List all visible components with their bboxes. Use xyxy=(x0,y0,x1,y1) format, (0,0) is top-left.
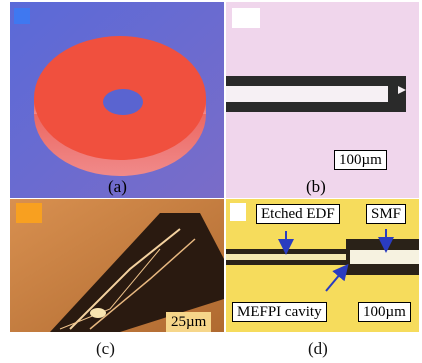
panel-c-taper-image: 25µm xyxy=(10,199,224,332)
fiber-tip-micrograph xyxy=(226,2,419,198)
panel-b-fiber-image: 100µm xyxy=(226,2,419,198)
corner-square-b xyxy=(232,8,260,28)
panel-label-b: (b) xyxy=(306,177,326,196)
annotation-mefpi-cavity: MEFPI cavity xyxy=(232,302,327,322)
scale-bar-label-d: 100µm xyxy=(358,302,411,322)
fiber-dark xyxy=(50,213,224,332)
ring-micrograph xyxy=(10,2,224,198)
annotation-etched-edf: Etched EDF xyxy=(256,204,340,224)
corner-square-d xyxy=(230,203,246,221)
scale-bar-label-b: 100µm xyxy=(334,150,387,170)
caption-c: (c) xyxy=(96,339,115,358)
corner-square-c xyxy=(16,203,42,223)
scale-bar-label-c: 25µm xyxy=(166,312,212,332)
corner-square-a xyxy=(14,8,30,24)
annotation-smf: SMF xyxy=(366,204,407,224)
taper-micrograph xyxy=(10,199,224,332)
panel-a-ring-image xyxy=(10,2,224,198)
panel-d-fiber-junction-image: Etched EDF SMF MEFPI cavity 100µm xyxy=(226,199,419,332)
panel-label-a: (a) xyxy=(108,177,127,196)
ring-hole xyxy=(103,89,143,115)
caption-d: (d) xyxy=(308,339,328,358)
